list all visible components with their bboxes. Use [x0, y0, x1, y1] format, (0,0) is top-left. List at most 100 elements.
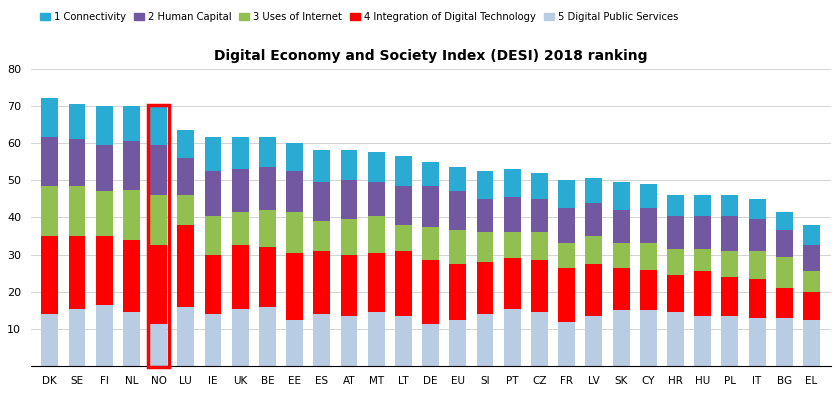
Bar: [558, 244, 575, 268]
Bar: [177, 307, 195, 366]
Bar: [558, 208, 575, 244]
Bar: [450, 264, 466, 320]
Bar: [612, 244, 629, 268]
Bar: [586, 316, 602, 366]
Bar: [477, 262, 493, 314]
Bar: [96, 145, 112, 191]
Bar: [123, 141, 140, 189]
Bar: [803, 272, 820, 292]
Legend: 1 Connectivity, 2 Human Capital, 3 Uses of Internet, 4 Integration of Digital Te: 1 Connectivity, 2 Human Capital, 3 Uses …: [36, 8, 683, 26]
Bar: [259, 307, 276, 366]
Bar: [150, 145, 167, 195]
Bar: [667, 249, 684, 275]
Bar: [667, 216, 684, 249]
Bar: [177, 195, 195, 225]
Bar: [748, 251, 765, 279]
Bar: [748, 318, 765, 366]
Bar: [69, 236, 86, 309]
Bar: [150, 245, 167, 323]
Bar: [722, 277, 738, 316]
Bar: [722, 316, 738, 366]
Bar: [640, 208, 657, 244]
Bar: [722, 195, 738, 216]
Bar: [96, 106, 112, 145]
Bar: [531, 232, 548, 260]
Bar: [177, 130, 195, 158]
Bar: [123, 189, 140, 240]
Bar: [694, 216, 711, 249]
Bar: [422, 323, 439, 366]
Bar: [205, 216, 221, 255]
Bar: [667, 195, 684, 216]
Bar: [776, 230, 793, 257]
Bar: [803, 225, 820, 245]
Bar: [450, 191, 466, 230]
Bar: [531, 199, 548, 232]
Bar: [41, 186, 58, 236]
Bar: [286, 320, 303, 366]
Bar: [586, 264, 602, 316]
Bar: [96, 236, 112, 305]
Bar: [314, 182, 331, 221]
Bar: [259, 167, 276, 210]
Bar: [586, 178, 602, 202]
Bar: [531, 173, 548, 199]
Bar: [205, 255, 221, 314]
Bar: [367, 312, 385, 366]
Bar: [341, 316, 357, 366]
Bar: [259, 210, 276, 247]
Bar: [341, 219, 357, 255]
Bar: [123, 240, 140, 312]
Title: Digital Economy and Society Index (DESI) 2018 ranking: Digital Economy and Society Index (DESI)…: [214, 49, 648, 63]
Bar: [177, 158, 195, 195]
Bar: [477, 171, 493, 199]
Bar: [558, 268, 575, 321]
Bar: [395, 225, 412, 251]
Bar: [422, 260, 439, 323]
Bar: [640, 184, 657, 208]
Bar: [612, 268, 629, 310]
Bar: [531, 260, 548, 312]
Bar: [477, 314, 493, 366]
Bar: [803, 245, 820, 272]
Bar: [667, 275, 684, 312]
Bar: [232, 245, 248, 309]
Bar: [96, 191, 112, 236]
Bar: [314, 314, 331, 366]
Bar: [694, 195, 711, 216]
Bar: [422, 162, 439, 186]
Bar: [776, 318, 793, 366]
Bar: [586, 202, 602, 236]
Bar: [748, 279, 765, 318]
Bar: [504, 258, 521, 309]
Bar: [341, 180, 357, 219]
Bar: [558, 321, 575, 366]
Bar: [531, 312, 548, 366]
Bar: [612, 210, 629, 244]
Bar: [177, 225, 195, 307]
Bar: [803, 292, 820, 320]
Bar: [722, 251, 738, 277]
Bar: [69, 104, 86, 139]
Bar: [504, 232, 521, 258]
Bar: [69, 309, 86, 366]
Bar: [341, 151, 357, 180]
Bar: [504, 197, 521, 232]
Bar: [722, 216, 738, 251]
Bar: [640, 270, 657, 310]
Bar: [504, 169, 521, 197]
Bar: [41, 236, 58, 314]
Bar: [803, 320, 820, 366]
Bar: [69, 186, 86, 236]
Bar: [259, 138, 276, 167]
Bar: [395, 316, 412, 366]
Bar: [694, 316, 711, 366]
Bar: [450, 320, 466, 366]
Bar: [450, 167, 466, 191]
Bar: [504, 309, 521, 366]
Bar: [776, 212, 793, 230]
Bar: [205, 314, 221, 366]
Bar: [395, 186, 412, 225]
Bar: [232, 309, 248, 366]
Bar: [150, 323, 167, 366]
